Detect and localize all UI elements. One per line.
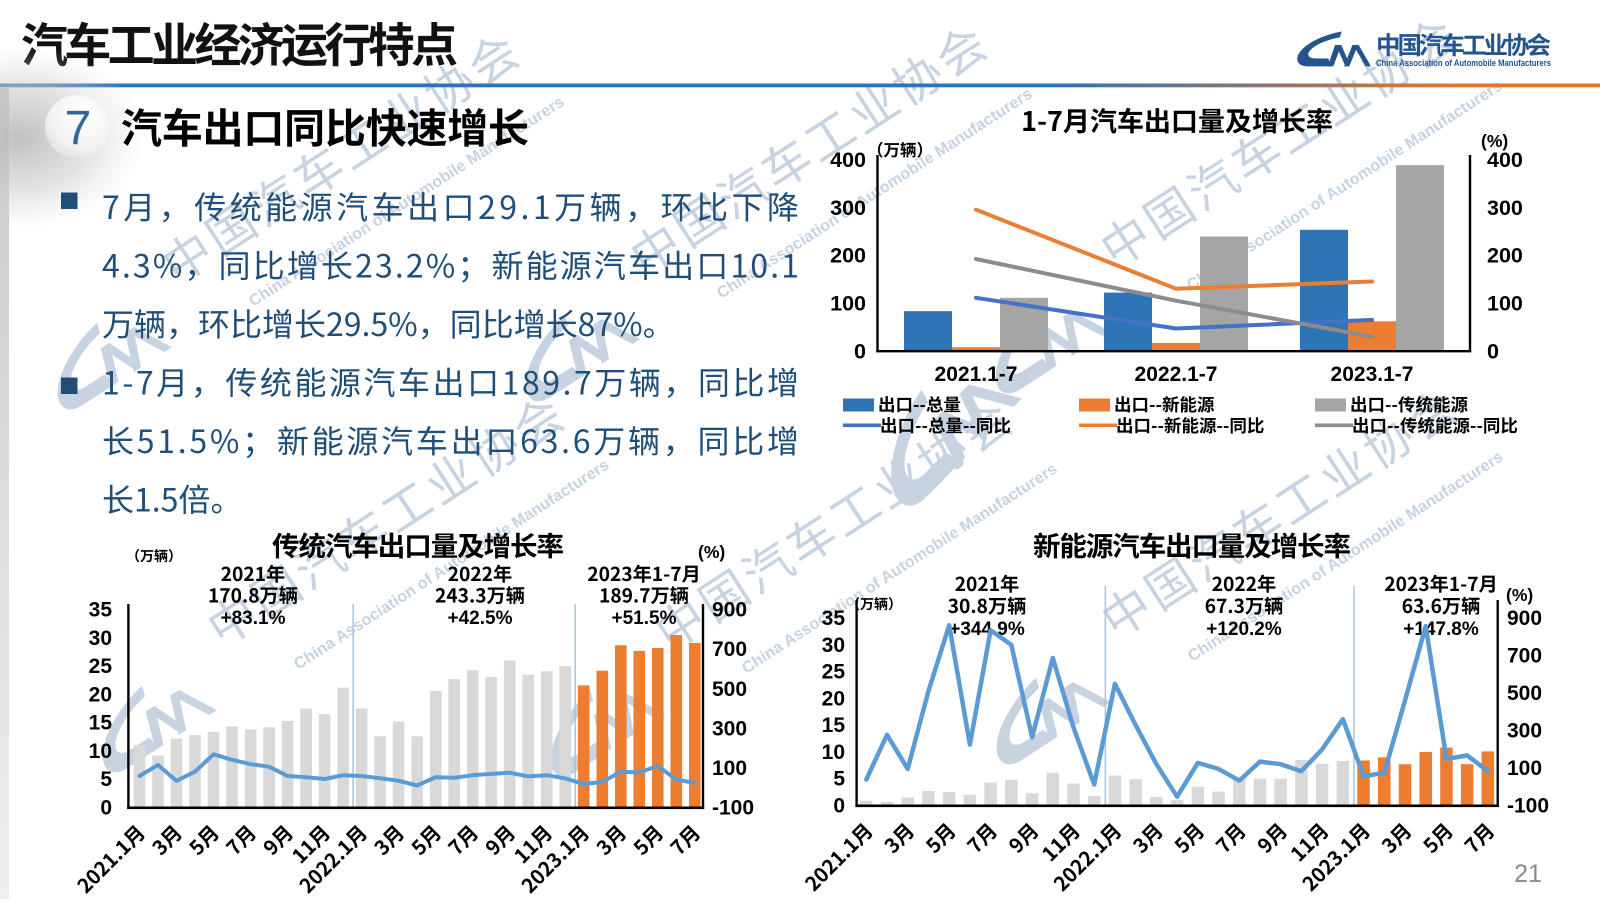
svg-text:700: 700 xyxy=(1507,645,1542,668)
svg-text:10: 10 xyxy=(89,740,112,763)
svg-text:(%): (%) xyxy=(1506,585,1533,605)
svg-text:200: 200 xyxy=(1487,244,1523,268)
svg-text:300: 300 xyxy=(712,717,747,740)
svg-text:2021.1-7: 2021.1-7 xyxy=(935,363,1018,386)
svg-text:100: 100 xyxy=(830,292,866,316)
svg-text:700: 700 xyxy=(712,638,747,661)
svg-text:+344.9%: +344.9% xyxy=(949,619,1025,640)
svg-text:+42.5%: +42.5% xyxy=(448,608,513,629)
svg-text:30: 30 xyxy=(822,634,845,657)
svg-text:(%): (%) xyxy=(1481,131,1508,151)
svg-text:0: 0 xyxy=(854,340,866,364)
svg-text:30: 30 xyxy=(89,627,112,650)
svg-text:400: 400 xyxy=(1487,148,1523,172)
svg-text:+51.5%: +51.5% xyxy=(612,608,677,629)
svg-text:35: 35 xyxy=(822,607,846,630)
svg-text:100: 100 xyxy=(712,757,747,780)
svg-text:+147.8%: +147.8% xyxy=(1403,619,1479,640)
svg-text:200: 200 xyxy=(830,244,866,268)
svg-text:400: 400 xyxy=(830,148,866,172)
svg-text:500: 500 xyxy=(712,678,747,701)
svg-text:300: 300 xyxy=(830,196,866,220)
svg-text:100: 100 xyxy=(1487,292,1523,316)
svg-text:25: 25 xyxy=(89,655,113,678)
svg-text:300: 300 xyxy=(1507,720,1542,743)
svg-text:+83.1%: +83.1% xyxy=(221,608,286,629)
svg-text:7: 7 xyxy=(65,102,92,155)
svg-text:-100: -100 xyxy=(712,797,754,820)
svg-text:900: 900 xyxy=(712,599,747,622)
svg-text:900: 900 xyxy=(1507,607,1542,630)
svg-text:China Association of Automobil: China Association of Automobile Manufact… xyxy=(1376,58,1551,68)
svg-text:500: 500 xyxy=(1507,682,1542,705)
svg-text:0: 0 xyxy=(100,797,112,820)
svg-text:5: 5 xyxy=(100,768,112,791)
svg-text:20: 20 xyxy=(89,683,112,706)
svg-text:15: 15 xyxy=(89,712,113,735)
svg-text:300: 300 xyxy=(1487,196,1523,220)
svg-text:0: 0 xyxy=(1487,340,1499,364)
svg-text:0: 0 xyxy=(833,795,845,818)
svg-text:20: 20 xyxy=(822,687,845,710)
svg-text:21: 21 xyxy=(1514,860,1542,888)
svg-text:+120.2%: +120.2% xyxy=(1206,619,1282,640)
svg-text:25: 25 xyxy=(822,661,846,684)
svg-text:100: 100 xyxy=(1507,757,1542,780)
svg-text:10: 10 xyxy=(822,741,845,764)
svg-text:15: 15 xyxy=(822,714,846,737)
svg-text:(%): (%) xyxy=(698,542,725,562)
svg-text:35: 35 xyxy=(89,599,113,622)
svg-text:5: 5 xyxy=(833,768,845,791)
svg-text:-100: -100 xyxy=(1507,795,1549,818)
svg-text:2023.1-7: 2023.1-7 xyxy=(1331,363,1414,386)
svg-text:2022.1-7: 2022.1-7 xyxy=(1135,363,1218,386)
